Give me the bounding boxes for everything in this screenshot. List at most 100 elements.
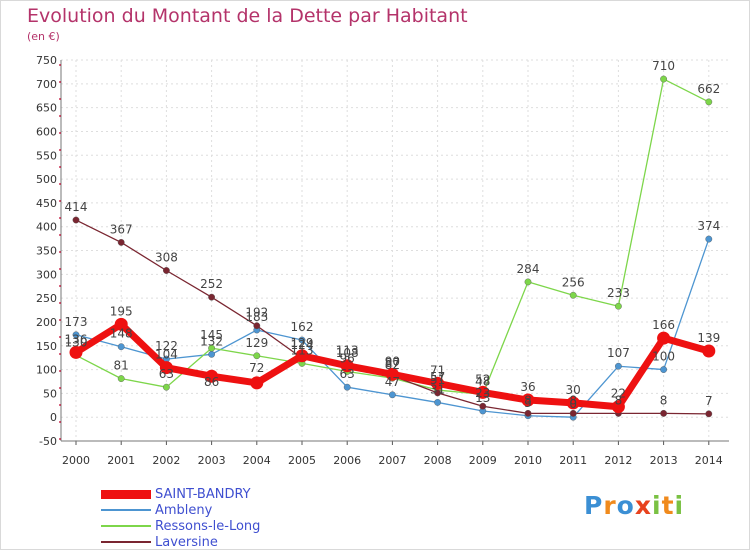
- data-point: [340, 359, 354, 373]
- data-label: 108: [336, 346, 359, 360]
- y-tick-label: 450: [36, 197, 57, 210]
- data-point: [702, 344, 716, 358]
- legend-label: Ambleny: [155, 502, 213, 518]
- data-label: 166: [652, 318, 675, 332]
- y-tick-label: 100: [36, 364, 57, 377]
- data-label: 132: [200, 334, 223, 348]
- data-label: 96: [340, 351, 355, 365]
- legend-item: SAINT-BANDRY: [101, 486, 260, 502]
- data-point: [705, 235, 713, 243]
- legend-label: SAINT-BANDRY: [155, 486, 251, 502]
- data-label: 51: [430, 373, 445, 387]
- data-label: 72: [249, 361, 264, 375]
- data-label: 104: [155, 348, 178, 362]
- y-tick-label: 500: [36, 173, 57, 186]
- data-label: 0: [569, 397, 577, 411]
- y-tick-label: 750: [36, 54, 57, 67]
- chart-legend: SAINT-BANDRY Ambleny Ressons-le-Long Lavers…: [101, 486, 260, 550]
- data-point: [159, 361, 173, 375]
- data-label: 63: [340, 367, 355, 381]
- data-label: 256: [562, 275, 585, 289]
- data-label: 23: [475, 386, 490, 400]
- data-point: [615, 302, 622, 310]
- data-label: 662: [697, 82, 720, 96]
- data-point: [72, 331, 80, 339]
- data-point: [208, 350, 216, 358]
- data-point: [117, 375, 125, 383]
- y-tick-label: 400: [36, 221, 57, 234]
- data-label: 136: [65, 332, 88, 346]
- data-label: 284: [517, 262, 540, 276]
- data-label: 113: [291, 343, 314, 357]
- data-point: [162, 267, 170, 274]
- data-point: [524, 278, 532, 286]
- data-label: 710: [652, 59, 675, 73]
- x-tick-label: 2000: [62, 454, 90, 467]
- y-tick-label: 200: [36, 316, 57, 329]
- logo-letter: i: [674, 491, 685, 520]
- data-point: [431, 376, 445, 390]
- data-point: [521, 393, 535, 407]
- logo-letter: r: [603, 491, 617, 520]
- data-label: 414: [65, 200, 88, 214]
- data-label: 139: [697, 331, 720, 345]
- data-label: 90: [385, 354, 400, 368]
- y-tick-label: 700: [36, 78, 57, 91]
- data-point: [69, 345, 83, 359]
- proxiti-logo: Proxiti: [584, 491, 684, 520]
- logo-letter: x: [634, 491, 652, 520]
- data-label: 8: [615, 393, 623, 407]
- data-point: [388, 391, 396, 399]
- legend-swatch: [101, 541, 151, 543]
- data-point: [476, 385, 490, 399]
- data-point: [611, 400, 625, 414]
- data-label: 36: [520, 380, 535, 394]
- data-point: [298, 336, 306, 344]
- y-tick-label: 150: [36, 340, 57, 353]
- data-point: [385, 367, 399, 381]
- logo-letter: o: [616, 491, 635, 520]
- x-tick-label: 2002: [152, 454, 180, 467]
- data-point: [343, 383, 351, 391]
- y-tick-label: 0: [50, 411, 57, 424]
- x-tick-label: 2005: [288, 454, 316, 467]
- data-point: [566, 396, 580, 410]
- data-label: 100: [652, 350, 675, 364]
- data-label: 124: [291, 338, 314, 352]
- y-tick-label: 250: [36, 292, 57, 305]
- data-label: 183: [245, 310, 268, 324]
- data-label: 7: [705, 394, 713, 408]
- x-tick-label: 2011: [559, 454, 587, 467]
- data-label: 130: [65, 335, 88, 349]
- data-point: [705, 410, 713, 418]
- x-tick-label: 2006: [333, 454, 361, 467]
- logo-letter: i: [652, 491, 662, 520]
- x-tick-label: 2008: [424, 454, 452, 467]
- y-tick-label: 550: [36, 149, 57, 162]
- data-label: 63: [159, 367, 174, 381]
- data-label: 82: [385, 358, 400, 372]
- y-tick-label: 300: [36, 268, 57, 281]
- data-label: 233: [607, 286, 630, 300]
- x-tick-label: 2012: [604, 454, 632, 467]
- data-label: 129: [245, 336, 268, 350]
- logo-letter: t: [661, 491, 675, 520]
- data-label: 87: [385, 356, 400, 370]
- data-point: [660, 409, 667, 417]
- data-point: [705, 98, 713, 106]
- data-label: 122: [155, 339, 178, 353]
- data-label: 57: [430, 370, 445, 384]
- data-label: 86: [204, 375, 219, 389]
- data-point: [114, 317, 128, 331]
- data-label: 308: [155, 251, 178, 265]
- data-point: [434, 399, 441, 406]
- x-tick-label: 2013: [650, 454, 678, 467]
- data-label: 162: [291, 320, 314, 334]
- data-label: 8: [524, 393, 532, 407]
- data-label: 129: [291, 336, 314, 350]
- data-label: 8: [569, 393, 577, 407]
- data-label: 8: [660, 393, 668, 407]
- x-tick-label: 2014: [695, 454, 723, 467]
